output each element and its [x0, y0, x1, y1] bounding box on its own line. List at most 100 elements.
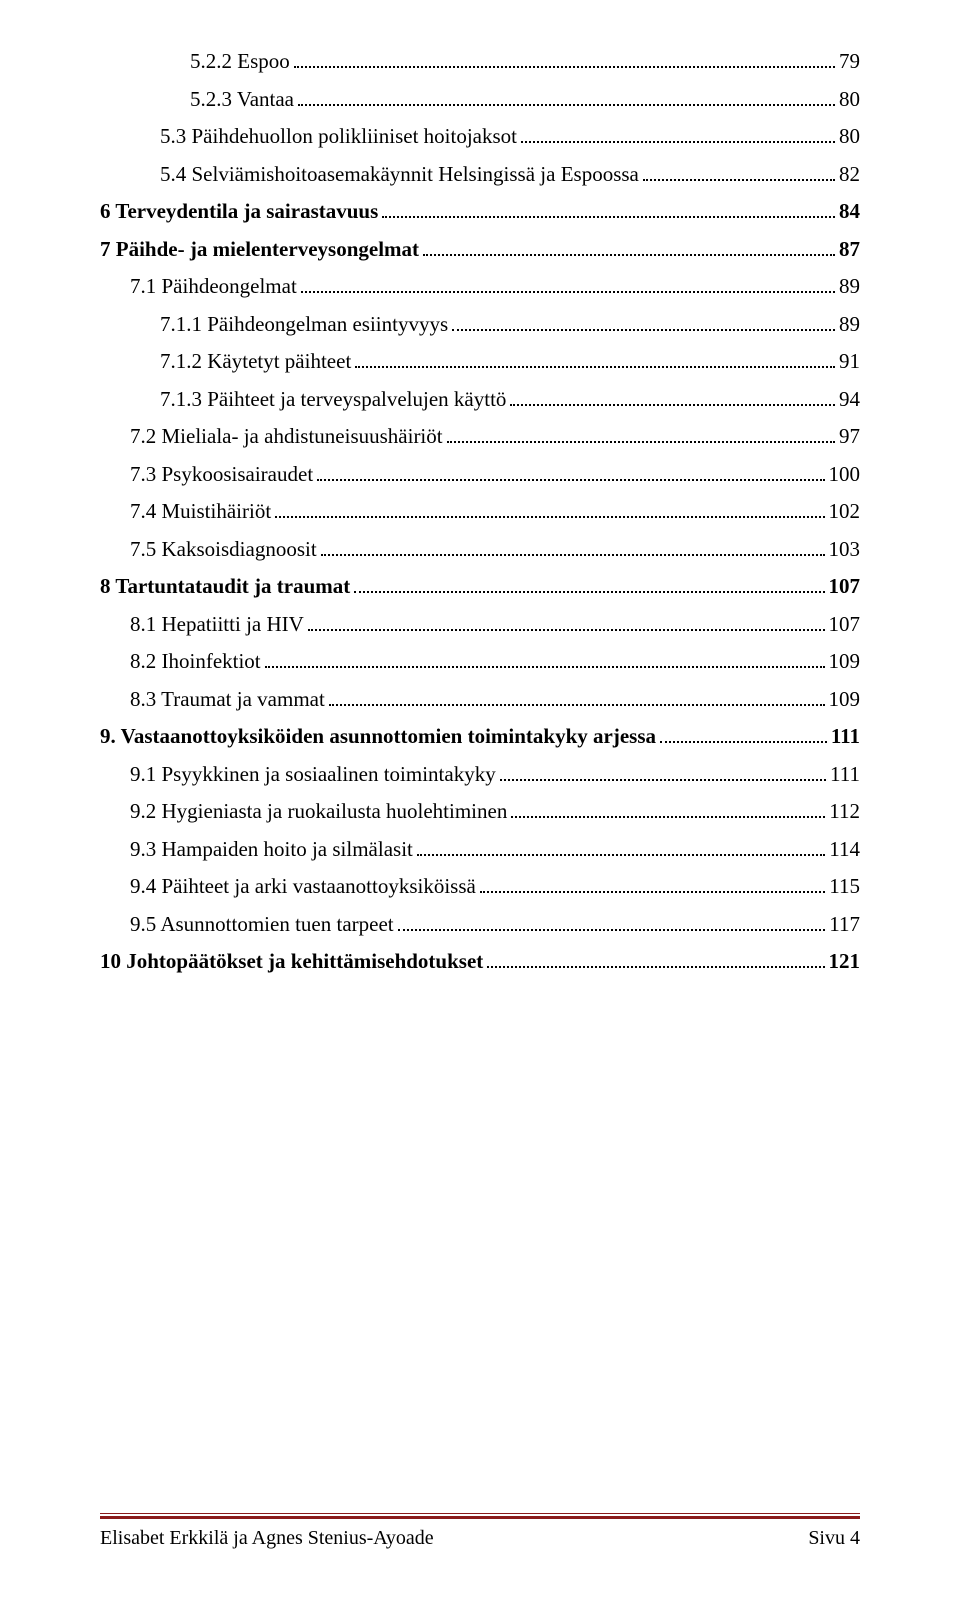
toc-leader-dots: [660, 726, 827, 743]
toc-leader-dots: [417, 839, 825, 856]
toc-entry: 8.2 Ihoinfektiot 109: [100, 646, 860, 678]
toc-entry-title: 6 Terveydentila ja sairastavuus: [100, 196, 378, 228]
toc-entry-page: 112: [829, 796, 860, 828]
toc-entry-page: 115: [829, 871, 860, 903]
toc-entry-page: 111: [831, 721, 860, 753]
toc-leader-dots: [354, 576, 824, 593]
toc-entry: 7.1 Päihdeongelmat 89: [100, 271, 860, 303]
toc-leader-dots: [317, 464, 824, 481]
toc-entry: 9.3 Hampaiden hoito ja silmälasit 114: [100, 834, 860, 866]
toc-entry-title: 9. Vastaanottoyksiköiden asunnottomien t…: [100, 721, 656, 753]
toc-entry: 7.1.3 Päihteet ja terveyspalvelujen käyt…: [100, 384, 860, 416]
toc-leader-dots: [447, 426, 835, 443]
footer-page-label: Sivu 4: [808, 1527, 860, 1550]
toc-leader-dots: [265, 651, 825, 668]
toc-entry: 8.1 Hepatiitti ja HIV107: [100, 609, 860, 641]
toc-entry-title: 5.2.2 Espoo: [190, 46, 290, 78]
toc-entry-title: 8.3 Traumat ja vammat: [130, 684, 325, 716]
toc-entry-title: 5.3 Päihdehuollon polikliiniset hoitojak…: [160, 121, 517, 153]
toc-entry-title: 7.3 Psykoosisairaudet: [130, 459, 313, 491]
toc-entry-title: 7.4 Muistihäiriöt: [130, 496, 271, 528]
toc-leader-dots: [275, 501, 824, 518]
toc-entry: 9.1 Psyykkinen ja sosiaalinen toimintaky…: [100, 759, 860, 791]
toc-leader-dots: [452, 314, 835, 331]
toc-leader-dots: [521, 126, 835, 143]
toc-entry-page: 109: [829, 646, 861, 678]
toc-entry: 5.2.2 Espoo 79: [100, 46, 860, 78]
toc-entry-title: 5.2.3 Vantaa: [190, 84, 294, 116]
toc-entry-page: 89: [839, 271, 860, 303]
toc-entry-page: 94: [839, 384, 860, 416]
toc-leader-dots: [643, 164, 835, 181]
toc-entry-page: 87: [839, 234, 860, 266]
toc-entry-title: 7.5 Kaksoisdiagnoosit: [130, 534, 317, 566]
toc-entry-title: 8 Tartuntataudit ja traumat: [100, 571, 350, 603]
toc-leader-dots: [510, 389, 835, 406]
toc-leader-dots: [294, 51, 835, 68]
toc-leader-dots: [500, 764, 826, 781]
toc-entry: 7.1.1 Päihdeongelman esiintyvyys 89: [100, 309, 860, 341]
toc-entry-page: 103: [829, 534, 861, 566]
page: 5.2.2 Espoo 79 5.2.3 Vantaa 80 5.3 Päihdehuo…: [0, 0, 960, 1605]
toc-entry-page: 80: [839, 84, 860, 116]
toc-entry-title: 7 Päihde- ja mielenterveysongelmat: [100, 234, 419, 266]
toc-entry-page: 102: [829, 496, 861, 528]
table-of-contents: 5.2.2 Espoo 79 5.2.3 Vantaa 80 5.3 Päihdehuo…: [100, 46, 860, 978]
toc-entry-title: 9.3 Hampaiden hoito ja silmälasit: [130, 834, 413, 866]
toc-entry-title: 7.2 Mieliala- ja ahdistuneisuushäiriöt: [130, 421, 443, 453]
toc-entry: 8 Tartuntataudit ja traumat 107: [100, 571, 860, 603]
toc-entry-page: 82: [839, 159, 860, 191]
toc-entry-title: 5.4 Selviämishoitoasemakäynnit Helsingis…: [160, 159, 639, 191]
toc-entry: 7.5 Kaksoisdiagnoosit 103: [100, 534, 860, 566]
toc-entry-title: 8.2 Ihoinfektiot: [130, 646, 261, 678]
toc-entry: 7.3 Psykoosisairaudet 100: [100, 459, 860, 491]
toc-entry: 9.2 Hygieniasta ja ruokailusta huolehtim…: [100, 796, 860, 828]
footer-row: Elisabet Erkkilä ja Agnes Stenius-Ayoade…: [100, 1527, 860, 1550]
toc-entry: 7.1.2 Käytetyt päihteet 91: [100, 346, 860, 378]
toc-entry-title: 7.1 Päihdeongelmat: [130, 271, 297, 303]
toc-entry-page: 100: [829, 459, 861, 491]
toc-leader-dots: [308, 614, 825, 631]
toc-entry: 10 Johtopäätökset ja kehittämisehdotukse…: [100, 946, 860, 978]
toc-entry-page: 91: [839, 346, 860, 378]
toc-entry-title: 7.1.2 Käytetyt päihteet: [160, 346, 351, 378]
toc-entry-page: 80: [839, 121, 860, 153]
toc-leader-dots: [487, 951, 824, 968]
toc-entry-title: 9.2 Hygieniasta ja ruokailusta huolehtim…: [130, 796, 507, 828]
toc-entry: 7 Päihde- ja mielenterveysongelmat 87: [100, 234, 860, 266]
toc-entry-title: 7.1.1 Päihdeongelman esiintyvyys: [160, 309, 448, 341]
toc-entry: 7.4 Muistihäiriöt 102: [100, 496, 860, 528]
toc-entry: 9.4 Päihteet ja arki vastaanottoyksiköis…: [100, 871, 860, 903]
toc-leader-dots: [321, 539, 825, 556]
toc-entry-title: 9.5 Asunnottomien tuen tarpeet: [130, 909, 394, 941]
toc-entry-page: 117: [829, 909, 860, 941]
toc-leader-dots: [423, 239, 835, 256]
footer-rule: [100, 1513, 860, 1519]
toc-entry-page: 89: [839, 309, 860, 341]
toc-leader-dots: [298, 89, 835, 106]
toc-entry-page: 109: [829, 684, 861, 716]
toc-leader-dots: [382, 201, 835, 218]
toc-entry-title: 7.1.3 Päihteet ja terveyspalvelujen käyt…: [160, 384, 506, 416]
toc-entry-title: 9.4 Päihteet ja arki vastaanottoyksiköis…: [130, 871, 476, 903]
toc-entry: 5.4 Selviämishoitoasemakäynnit Helsingis…: [100, 159, 860, 191]
toc-entry: 9. Vastaanottoyksiköiden asunnottomien t…: [100, 721, 860, 753]
toc-leader-dots: [398, 914, 826, 931]
toc-entry-page: 79: [839, 46, 860, 78]
toc-entry-title: 9.1 Psyykkinen ja sosiaalinen toimintaky…: [130, 759, 496, 791]
toc-entry-page: 97: [839, 421, 860, 453]
toc-entry-title: 10 Johtopäätökset ja kehittämisehdotukse…: [100, 946, 483, 978]
toc-entry: 7.2 Mieliala- ja ahdistuneisuushäiriöt 97: [100, 421, 860, 453]
toc-entry-page: 114: [829, 834, 860, 866]
toc-entry: 8.3 Traumat ja vammat 109: [100, 684, 860, 716]
toc-entry-page: 107: [829, 571, 861, 603]
toc-entry-page: 107: [829, 609, 861, 641]
toc-entry-page: 121: [829, 946, 861, 978]
toc-entry-page: 84: [839, 196, 860, 228]
toc-entry: 6 Terveydentila ja sairastavuus 84: [100, 196, 860, 228]
toc-entry: 5.2.3 Vantaa 80: [100, 84, 860, 116]
toc-leader-dots: [301, 276, 835, 293]
toc-leader-dots: [329, 689, 825, 706]
toc-leader-dots: [355, 351, 835, 368]
toc-entry: 5.3 Päihdehuollon polikliiniset hoitojak…: [100, 121, 860, 153]
